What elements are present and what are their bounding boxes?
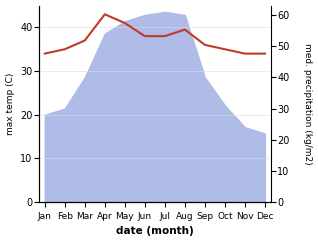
X-axis label: date (month): date (month) <box>116 227 194 236</box>
Y-axis label: max temp (C): max temp (C) <box>5 73 15 135</box>
Y-axis label: med. precipitation (kg/m2): med. precipitation (kg/m2) <box>303 43 313 165</box>
